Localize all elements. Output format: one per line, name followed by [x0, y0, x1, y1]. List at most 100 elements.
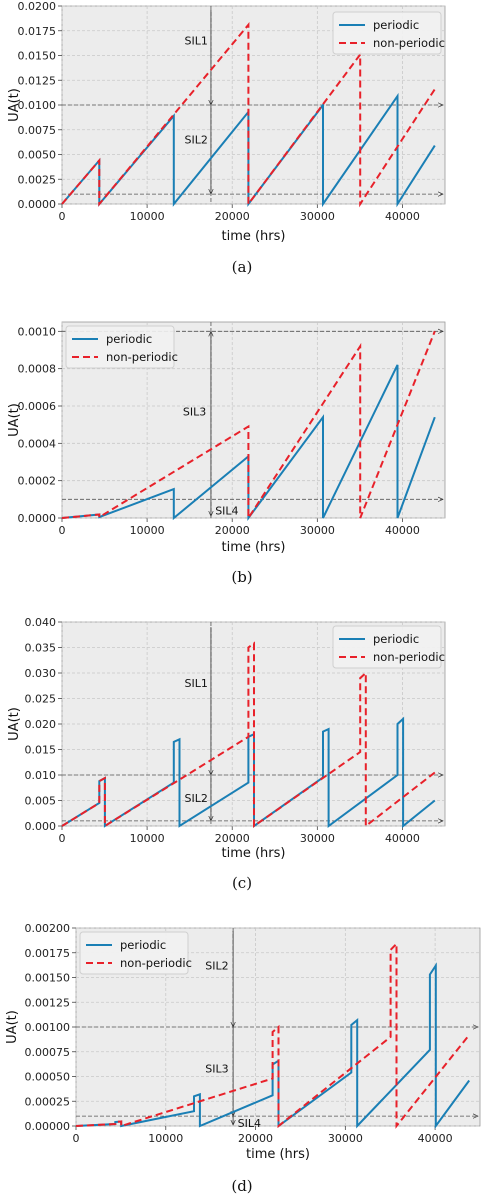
sil-annotation: SIL4: [215, 505, 238, 518]
x-tick-label: 0: [59, 832, 66, 845]
sil-annotation: SIL2: [185, 792, 208, 805]
y-tick-label: 0.0004: [18, 437, 57, 450]
y-tick-label: 0.015: [25, 744, 57, 757]
y-axis-label: UA(t): [7, 707, 22, 741]
panel-caption: (b): [231, 568, 252, 586]
panel-caption: (a): [232, 258, 253, 276]
legend-label: non-periodic: [120, 956, 192, 970]
y-tick-label: 0.0000: [18, 512, 57, 525]
y-tick-label: 0.005: [25, 795, 57, 808]
y-tick-label: 0.0175: [18, 25, 57, 38]
x-tick-label: 20000: [215, 210, 250, 223]
sil-annotation: SIL2: [205, 960, 228, 973]
chart-panel-c: 0 10000 20000 30000 40000 0.000 0.005 0.010 0.01…: [7, 616, 446, 892]
x-tick-label: 30000: [328, 1132, 363, 1145]
y-tick-label: 0.010: [25, 769, 57, 782]
legend: periodic non-periodic: [65, 325, 178, 369]
sil-annotation: SIL2: [185, 134, 208, 147]
y-tick-label: 0.0000: [18, 198, 57, 211]
x-tick-label: 0: [59, 210, 66, 223]
chart-panel-d: 0 10000 20000 30000 40000 0.00000 0.00025 0.000…: [5, 922, 481, 1195]
chart-panel-a: 0 10000 20000 30000 40000 0.0000 0.0025 0.0050 0…: [7, 0, 446, 276]
x-tick-label: 20000: [238, 1132, 273, 1145]
x-tick-label: 10000: [130, 524, 165, 537]
y-tick-label: 0.00200: [25, 922, 71, 935]
legend-label: non-periodic: [106, 350, 178, 364]
sil-annotation: SIL1: [185, 677, 208, 690]
y-tick-label: 0.0008: [18, 363, 57, 376]
y-tick-label: 0.0150: [18, 50, 57, 63]
legend-box: [332, 625, 442, 669]
x-tick-label: 20000: [215, 832, 250, 845]
x-tick-label: 10000: [148, 1132, 183, 1145]
x-tick-label: 10000: [130, 210, 165, 223]
sil-annotation: SIL4: [238, 1117, 261, 1130]
y-axis-label: UA(t): [7, 88, 22, 122]
y-tick-label: 0.0100: [18, 99, 57, 112]
y-axis-label: UA(t): [7, 403, 22, 437]
y-tick-label: 0.035: [25, 642, 57, 655]
y-tick-label: 0.0200: [18, 0, 57, 13]
x-tick-label: 40000: [385, 210, 420, 223]
panel-caption: (d): [231, 1177, 252, 1195]
x-tick-label: 30000: [300, 210, 335, 223]
y-tick-label: 0.020: [25, 718, 57, 731]
x-axis-label: time (hrs): [221, 229, 285, 244]
x-tick-label: 30000: [300, 832, 335, 845]
y-tick-label: 0.0025: [18, 173, 57, 186]
legend-label: periodic: [120, 938, 166, 952]
series-line-non-periodic: [75, 941, 470, 1129]
y-tick-label: 0.025: [25, 693, 57, 706]
x-axis-label: time (hrs): [221, 846, 285, 861]
legend-label: periodic: [106, 332, 152, 346]
y-tick-label: 0.040: [25, 616, 57, 629]
y-tick-label: 0.000: [25, 820, 57, 833]
panel-caption: (c): [232, 874, 252, 892]
legend-box: [332, 11, 442, 55]
y-tick-label: 0.0050: [18, 149, 57, 162]
x-tick-label: 0: [73, 1132, 80, 1145]
y-tick-label: 0.0006: [18, 400, 57, 413]
series-line-non-periodic: [61, 330, 436, 522]
x-tick-label: 20000: [215, 524, 250, 537]
legend: periodic non-periodic: [332, 11, 445, 55]
y-tick-label: 0.00150: [25, 972, 71, 985]
x-tick-label: 30000: [300, 524, 335, 537]
y-tick-label: 0.0075: [18, 124, 57, 137]
legend: periodic non-periodic: [79, 931, 192, 975]
legend-box: [65, 325, 175, 369]
series-line-non-periodic: [61, 641, 436, 829]
legend-label: periodic: [373, 18, 419, 32]
y-tick-label: 0.00175: [25, 947, 71, 960]
y-tick-label: 0.00050: [25, 1071, 71, 1084]
x-axis-label: time (hrs): [246, 1147, 310, 1162]
sil-annotation: SIL3: [205, 1063, 228, 1076]
y-tick-label: 0.00025: [25, 1095, 71, 1108]
y-tick-label: 0.0010: [18, 325, 57, 338]
x-tick-label: 40000: [385, 524, 420, 537]
legend-box: [79, 931, 189, 975]
chart-panel-b: 0 10000 20000 30000 40000 0.0000 0.0002 0.0004 0…: [7, 321, 446, 586]
x-tick-label: 0: [59, 524, 66, 537]
y-tick-label: 0.030: [25, 667, 57, 680]
y-tick-label: 0.00000: [25, 1120, 71, 1133]
x-tick-label: 40000: [385, 832, 420, 845]
y-tick-label: 0.00075: [25, 1046, 71, 1059]
series-line-non-periodic: [61, 22, 436, 208]
y-tick-label: 0.0125: [18, 74, 57, 87]
series-line-periodic: [61, 716, 436, 829]
y-tick-label: 0.0002: [18, 475, 57, 488]
x-tick-label: 10000: [130, 832, 165, 845]
legend-label: non-periodic: [373, 650, 445, 664]
x-axis-label: time (hrs): [221, 540, 285, 555]
sil-annotation: SIL3: [183, 406, 206, 419]
x-tick-label: 40000: [418, 1132, 453, 1145]
legend-label: periodic: [373, 632, 419, 646]
legend: periodic non-periodic: [332, 625, 445, 669]
y-axis-label: UA(t): [5, 1010, 20, 1044]
y-tick-label: 0.00125: [25, 996, 71, 1009]
y-tick-label: 0.00100: [25, 1021, 71, 1034]
legend-label: non-periodic: [373, 36, 445, 50]
sil-annotation: SIL1: [185, 35, 208, 48]
